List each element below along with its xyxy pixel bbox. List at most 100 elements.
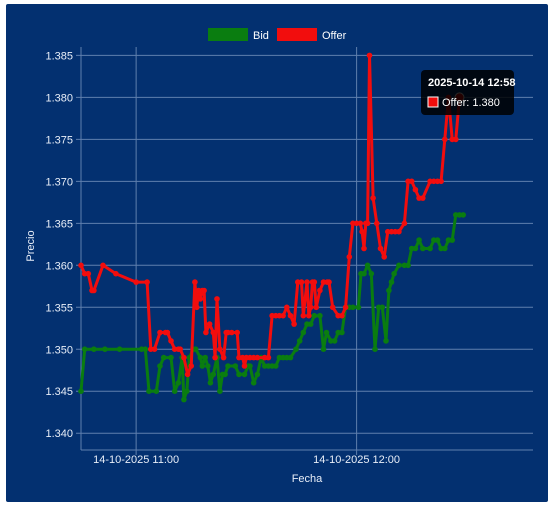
data-point-offer[interactable]	[298, 279, 305, 285]
data-point-bid[interactable]	[293, 346, 299, 353]
data-point-bid[interactable]	[160, 354, 167, 361]
data-point-offer[interactable]	[396, 228, 402, 235]
data-point-bid[interactable]	[146, 388, 152, 395]
data-point-bid[interactable]	[383, 338, 389, 344]
data-point-bid[interactable]	[210, 371, 217, 378]
data-point-offer[interactable]	[420, 195, 426, 201]
data-point-offer[interactable]	[181, 354, 187, 361]
data-point-bid[interactable]	[311, 312, 318, 319]
data-point-offer[interactable]	[197, 296, 204, 302]
data-point-offer[interactable]	[177, 346, 183, 353]
data-point-offer[interactable]	[184, 371, 191, 378]
data-point-bid[interactable]	[225, 363, 231, 369]
data-point-offer[interactable]	[311, 279, 318, 285]
data-point-offer[interactable]	[212, 354, 218, 361]
data-point-offer[interactable]	[217, 346, 223, 353]
data-point-bid[interactable]	[434, 237, 441, 243]
data-point-offer[interactable]	[206, 321, 213, 327]
data-point-offer[interactable]	[304, 279, 310, 285]
data-point-bid[interactable]	[102, 346, 108, 353]
data-point-bid[interactable]	[168, 354, 174, 361]
data-point-bid[interactable]	[420, 245, 426, 252]
data-point-offer[interactable]	[374, 220, 380, 227]
data-point-bid[interactable]	[364, 262, 371, 269]
data-point-offer[interactable]	[168, 338, 174, 344]
data-point-bid[interactable]	[91, 346, 97, 353]
data-point-bid[interactable]	[339, 329, 345, 336]
data-point-offer[interactable]	[144, 279, 150, 285]
data-point-bid[interactable]	[368, 270, 375, 277]
data-point-bid[interactable]	[416, 237, 422, 243]
data-point-offer[interactable]	[339, 312, 345, 319]
data-point-bid[interactable]	[205, 363, 211, 369]
data-point-bid[interactable]	[232, 363, 239, 369]
data-point-offer[interactable]	[359, 228, 365, 235]
data-point-bid[interactable]	[442, 245, 448, 252]
data-point-offer[interactable]	[442, 136, 448, 143]
data-point-offer[interactable]	[133, 279, 139, 285]
legend-item-bid[interactable]: Bid	[208, 28, 269, 42]
data-point-bid[interactable]	[181, 396, 187, 403]
data-point-offer[interactable]	[453, 136, 459, 143]
data-point-offer[interactable]	[164, 329, 171, 336]
data-point-bid[interactable]	[388, 279, 395, 285]
legend-item-offer[interactable]: Offer	[277, 28, 347, 42]
data-point-bid[interactable]	[236, 371, 242, 378]
data-point-bid[interactable]	[460, 212, 467, 218]
data-point-offer[interactable]	[210, 329, 217, 336]
data-point-bid[interactable]	[386, 287, 392, 294]
data-point-bid[interactable]	[157, 363, 163, 369]
data-point-offer[interactable]	[287, 312, 294, 319]
data-point-offer[interactable]	[438, 178, 444, 185]
data-point-bid[interactable]	[192, 346, 199, 353]
data-point-offer[interactable]	[326, 279, 332, 285]
data-point-offer[interactable]	[412, 186, 419, 193]
data-point-offer[interactable]	[157, 329, 163, 336]
data-point-bid[interactable]	[331, 338, 338, 344]
data-point-offer[interactable]	[280, 312, 286, 319]
data-point-bid[interactable]	[379, 304, 386, 311]
data-point-offer[interactable]	[78, 262, 84, 269]
data-point-bid[interactable]	[307, 321, 314, 327]
data-point-bid[interactable]	[207, 380, 214, 386]
data-point-bid[interactable]	[372, 346, 378, 353]
data-point-offer[interactable]	[151, 346, 158, 353]
data-point-offer[interactable]	[203, 329, 209, 336]
data-point-offer[interactable]	[329, 304, 336, 311]
data-point-bid[interactable]	[317, 312, 323, 319]
data-point-offer[interactable]	[366, 52, 373, 59]
data-point-offer[interactable]	[370, 195, 376, 201]
data-point-offer[interactable]	[192, 279, 198, 285]
data-point-bid[interactable]	[300, 329, 307, 336]
data-point-offer[interactable]	[361, 245, 367, 252]
data-point-offer[interactable]	[357, 220, 364, 227]
data-point-bid[interactable]	[350, 304, 356, 311]
data-point-offer[interactable]	[220, 354, 227, 361]
data-point-bid[interactable]	[241, 371, 248, 378]
data-point-bid[interactable]	[197, 354, 204, 361]
data-point-offer[interactable]	[241, 363, 248, 369]
data-point-bid[interactable]	[184, 388, 190, 395]
data-point-bid[interactable]	[391, 270, 397, 277]
data-point-bid[interactable]	[81, 346, 88, 353]
data-point-bid[interactable]	[449, 237, 456, 243]
data-point-offer[interactable]	[284, 304, 290, 311]
data-point-offer[interactable]	[91, 287, 97, 294]
data-point-offer[interactable]	[408, 178, 415, 185]
data-point-bid[interactable]	[296, 338, 303, 344]
data-point-offer[interactable]	[234, 329, 240, 336]
data-point-bid[interactable]	[171, 388, 178, 395]
data-point-bid[interactable]	[217, 388, 223, 395]
data-point-offer[interactable]	[377, 245, 384, 252]
data-point-offer[interactable]	[313, 304, 320, 311]
data-point-bid[interactable]	[78, 388, 84, 395]
data-point-offer[interactable]	[300, 312, 307, 319]
data-point-offer[interactable]	[364, 220, 371, 227]
data-point-offer[interactable]	[201, 287, 207, 294]
data-point-bid[interactable]	[323, 329, 330, 336]
data-point-offer[interactable]	[307, 304, 314, 311]
data-point-offer[interactable]	[291, 321, 297, 327]
data-point-bid[interactable]	[142, 346, 149, 353]
data-point-bid[interactable]	[412, 245, 419, 252]
data-point-offer[interactable]	[342, 304, 349, 311]
